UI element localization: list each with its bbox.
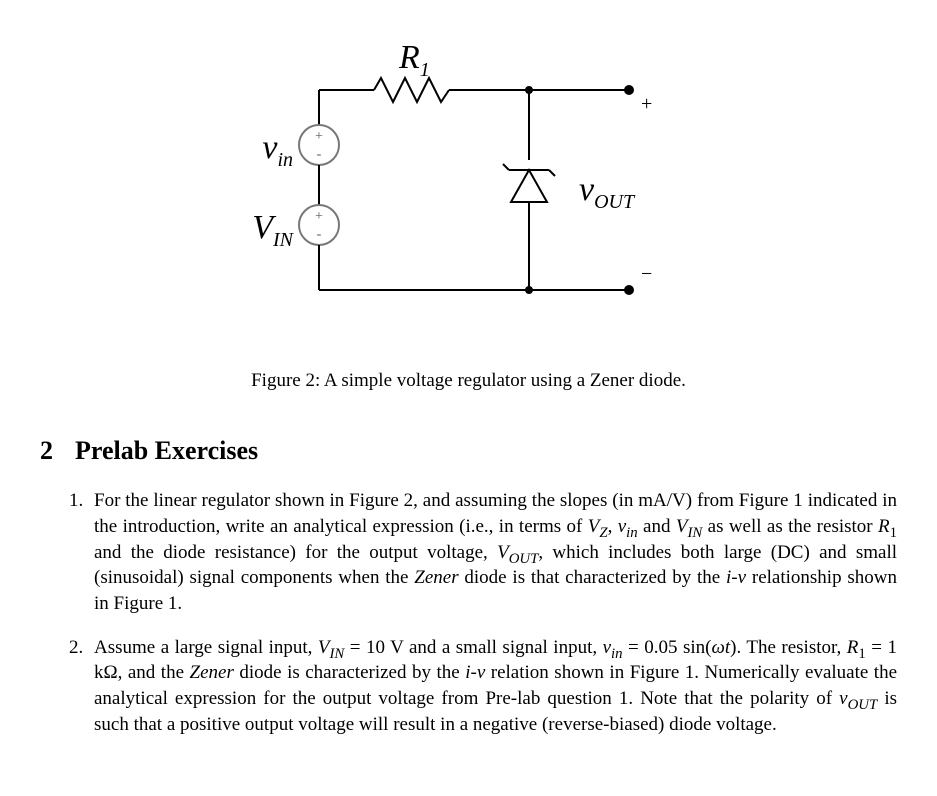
out-minus: −	[641, 263, 652, 285]
circuit-svg: + - + - R1 vin VIN vOUT + −	[209, 30, 729, 350]
section-number: 2	[40, 436, 53, 465]
exercise-list: For the linear regulator shown in Figure…	[40, 488, 897, 737]
VIN-plus: +	[315, 209, 323, 224]
vin-plus: +	[315, 129, 323, 144]
exercise-item: Assume a large signal input, VIN = 10 V …	[88, 635, 897, 738]
VIN-minus: -	[316, 227, 321, 242]
label-R1: R1	[398, 39, 430, 81]
label-VIN: VIN	[252, 209, 294, 251]
out-plus: +	[641, 93, 652, 115]
section-heading: 2 Prelab Exercises	[40, 433, 897, 468]
section-title: Prelab Exercises	[75, 436, 258, 465]
label-VOUT: vOUT	[579, 171, 636, 213]
vin-minus: -	[316, 147, 321, 162]
exercise-item: For the linear regulator shown in Figure…	[88, 488, 897, 616]
figure-caption: Figure 2: A simple voltage regulator usi…	[40, 368, 897, 394]
label-vin: vin	[262, 129, 293, 171]
figure-2: + - + - R1 vin VIN vOUT + − Figure 2: A …	[40, 30, 897, 393]
